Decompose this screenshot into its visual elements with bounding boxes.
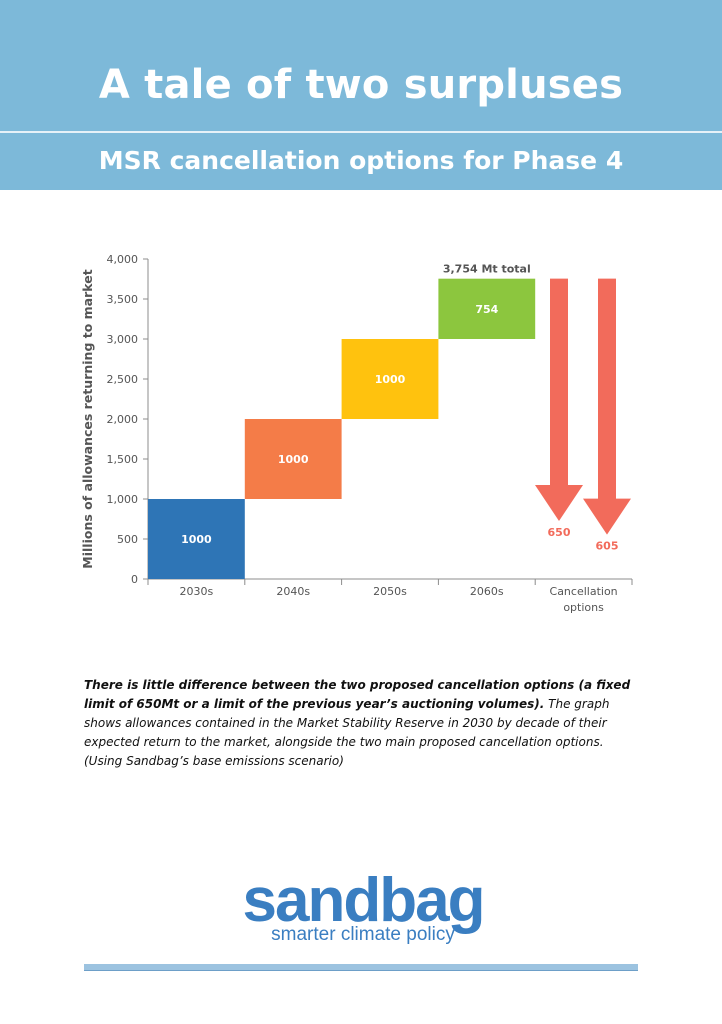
x-tick-label: 2030s bbox=[180, 585, 214, 598]
x-tick-label: 2040s bbox=[276, 585, 310, 598]
page-title: A tale of two surpluses bbox=[98, 62, 624, 108]
y-tick-label: 3,000 bbox=[107, 333, 139, 346]
bar-data-label: 754 bbox=[475, 303, 498, 316]
y-tick-label: 0 bbox=[131, 573, 138, 586]
y-tick-label: 4,000 bbox=[107, 253, 139, 266]
y-tick-label: 2,000 bbox=[107, 413, 139, 426]
header-banner bbox=[0, 0, 722, 190]
y-tick-label: 500 bbox=[117, 533, 138, 546]
y-axis-label: Millions of allowances returning to mark… bbox=[80, 269, 95, 568]
page-subtitle: MSR cancellation options for Phase 4 bbox=[98, 146, 624, 175]
bar-data-label: 1000 bbox=[278, 453, 309, 466]
caption-bold: There is little difference between the t… bbox=[84, 678, 631, 711]
logo-tagline: smarter climate policy bbox=[271, 924, 455, 945]
y-tick-label: 1,000 bbox=[107, 493, 139, 506]
cancellation-arrow-605 bbox=[583, 278, 631, 535]
footer-rule bbox=[84, 964, 638, 970]
y-tick-label: 2,500 bbox=[107, 373, 139, 386]
bar-data-label: 1000 bbox=[181, 533, 212, 546]
bar-2060s bbox=[438, 278, 536, 339]
sandbag-logo: sandbag bbox=[242, 866, 486, 935]
figure-caption: There is little difference between the t… bbox=[84, 676, 644, 771]
y-tick-label: 3,500 bbox=[107, 293, 139, 306]
bar-data-label: 1000 bbox=[375, 373, 406, 386]
y-tick-label: 1,500 bbox=[107, 453, 139, 466]
x-tick-label: Cancellation bbox=[550, 585, 618, 598]
cancellation-arrow-650 bbox=[535, 278, 583, 521]
bar-2050s bbox=[341, 339, 439, 419]
bar-2040s bbox=[244, 419, 342, 499]
x-tick-label: options bbox=[563, 601, 604, 614]
banner-divider bbox=[0, 131, 722, 133]
waterfall-chart: 0 500 1,000 1,500 2,000 2,500 3,000 3,500 4,000 2… bbox=[80, 253, 633, 614]
bar-2030s bbox=[148, 499, 245, 579]
caption-text: The graph shows allowances contained in … bbox=[84, 697, 610, 768]
x-tick-label: 2050s bbox=[373, 585, 407, 598]
arrow-value-label: 650 bbox=[548, 526, 571, 539]
x-tick-label: 2060s bbox=[470, 585, 504, 598]
total-label: 3,754 Mt total bbox=[443, 263, 531, 276]
arrow-value-label: 605 bbox=[596, 540, 619, 553]
